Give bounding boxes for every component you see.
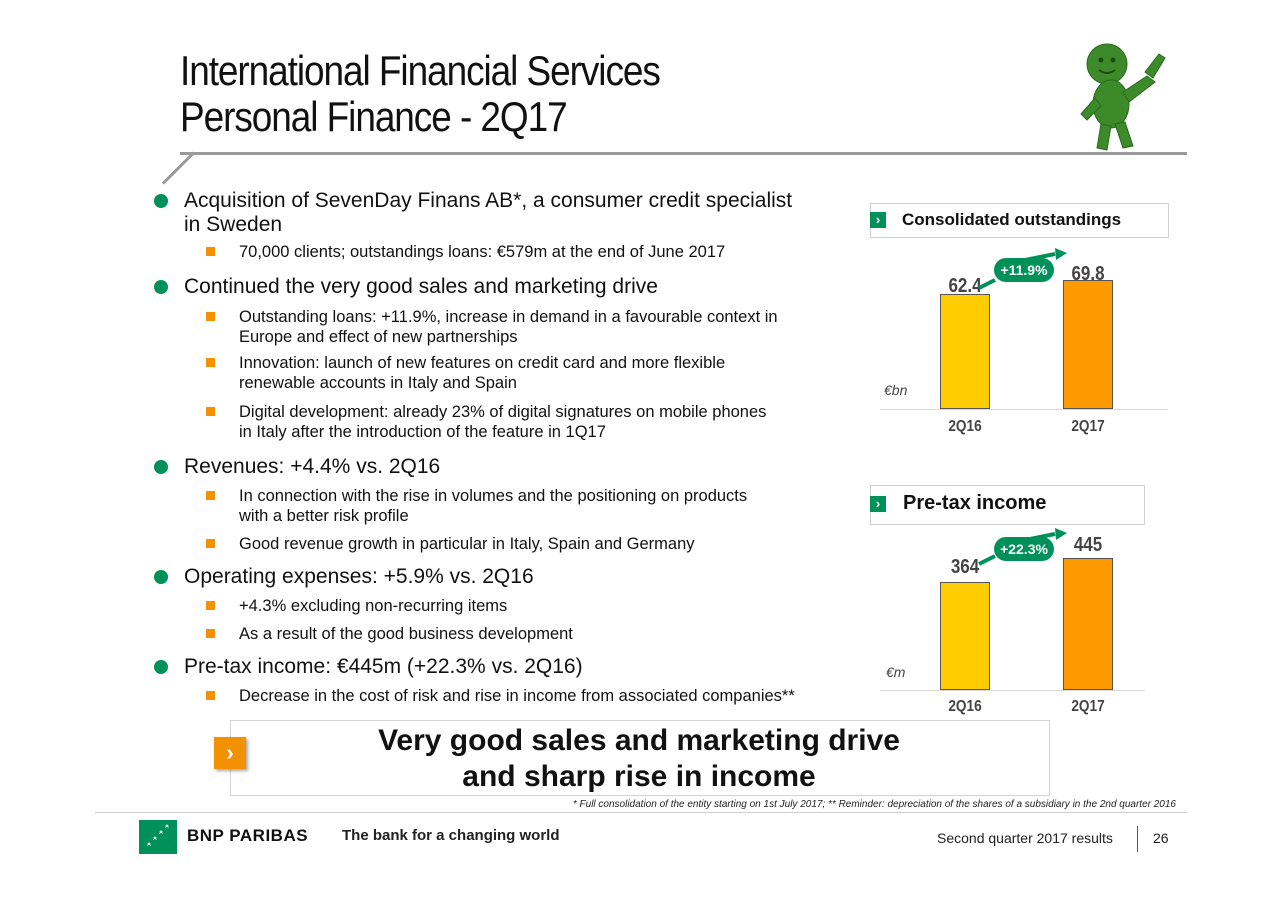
chart-baseline	[880, 409, 1168, 410]
sub-bullet-text: Digital development: already 23% of digi…	[239, 403, 767, 421]
bullet-acquisition: Acquisition of SevenDay Finans AB*, a co…	[154, 189, 793, 237]
bullet-dot-icon	[154, 570, 168, 584]
sub-bullet: Innovation: launch of new features on cr…	[206, 353, 726, 393]
mascot-icon	[1080, 43, 1166, 151]
sub-bullet-text-continued: with a better risk profile	[239, 507, 409, 525]
sub-bullet-text: Good revenue growth in particular in Ita…	[239, 535, 695, 553]
square-bullet-icon	[206, 312, 215, 321]
unit-label: €bn	[884, 382, 908, 398]
chevron-right-icon: ›	[870, 496, 886, 512]
sub-bullet-text: As a result of the good business develop…	[239, 625, 573, 643]
sub-bullet: Outstanding loans: +11.9%, increase in d…	[206, 307, 778, 347]
bar-value-label: 364	[950, 556, 980, 578]
bullet-operating-expenses: Operating expenses: +5.9% vs. 2Q16	[154, 565, 534, 589]
bar-value-label: 69.8	[1071, 263, 1105, 285]
square-bullet-icon	[206, 491, 215, 500]
square-bullet-icon	[206, 629, 215, 638]
x-tick-label: 2Q17	[1071, 418, 1105, 435]
sub-bullet: As a result of the good business develop…	[206, 624, 573, 644]
chart-title-pretax: Pre-tax income	[903, 492, 1047, 514]
bar-value-label: 445	[1073, 534, 1103, 556]
square-bullet-icon	[206, 247, 215, 256]
title-divider-slant	[161, 151, 196, 185]
square-bullet-icon	[206, 407, 215, 416]
title-line-2: Personal Finance - 2Q17	[180, 93, 568, 140]
sub-bullet: Digital development: already 23% of digi…	[206, 402, 767, 442]
square-bullet-icon	[206, 691, 215, 700]
footnote: * Full consolidation of the entity start…	[572, 799, 1176, 810]
growth-badge: +11.9%	[994, 258, 1054, 282]
conclusion-line-2: and sharp rise in income	[462, 760, 816, 793]
report-title: Second quarter 2017 results	[937, 830, 1113, 846]
bullet-dot-icon	[154, 280, 168, 294]
x-tick-label: 2Q16	[948, 418, 982, 435]
chart-baseline	[880, 690, 1145, 691]
bullet-sales-drive: Continued the very good sales and market…	[154, 275, 658, 299]
bullet-text: Pre-tax income: €445m (+22.3% vs. 2Q16)	[184, 655, 583, 678]
sub-bullet-text: In connection with the rise in volumes a…	[239, 487, 748, 505]
page-title: International Financial Services Persona…	[180, 47, 661, 140]
sub-bullet: Good revenue growth in particular in Ita…	[206, 534, 695, 554]
sub-bullet-text-continued: Europe and effect of new partnerships	[239, 328, 518, 346]
page-number: 26	[1153, 830, 1169, 846]
square-bullet-icon	[206, 358, 215, 367]
sub-bullet: In connection with the rise in volumes a…	[206, 486, 748, 526]
growth-badge: +22.3%	[994, 537, 1054, 561]
bar-2q17-pretax	[1063, 558, 1113, 690]
bar-2q17-outstandings	[1063, 280, 1113, 409]
bullet-dot-icon	[154, 194, 168, 208]
chart-header-pretax	[870, 485, 1145, 525]
brand-tagline: The bank for a changing world	[342, 827, 560, 844]
conclusion-line-1: Very good sales and marketing drive	[378, 724, 900, 757]
bullet-dot-icon	[154, 660, 168, 674]
sub-bullet: Decrease in the cost of risk and rise in…	[206, 686, 795, 706]
sub-bullet-text: Innovation: launch of new features on cr…	[239, 354, 726, 372]
bullet-pretax-income: Pre-tax income: €445m (+22.3% vs. 2Q16)	[154, 655, 583, 679]
bullet-revenues: Revenues: +4.4% vs. 2Q16	[154, 455, 441, 479]
square-bullet-icon	[206, 601, 215, 610]
bar-2q16-pretax	[940, 582, 990, 690]
bnp-stars-logo-icon	[139, 820, 177, 854]
chart-header-outstandings	[870, 203, 1169, 238]
sub-bullet-text: +4.3% excluding non-recurring items	[239, 597, 508, 615]
bullet-text: Acquisition of SevenDay Finans AB*, a co…	[184, 189, 793, 212]
sub-bullet: +4.3% excluding non-recurring items	[206, 596, 508, 616]
bullet-text-continued: in Sweden	[184, 213, 283, 236]
bar-value-label: 62.4	[948, 275, 982, 297]
square-bullet-icon	[206, 539, 215, 548]
sub-bullet-text: Outstanding loans: +11.9%, increase in d…	[239, 308, 778, 326]
brand-name: BNP PARIBAS	[187, 826, 309, 845]
footer-separator	[1137, 826, 1138, 852]
sub-bullet-text: Decrease in the cost of risk and rise in…	[239, 687, 795, 705]
bar-2q16-outstandings	[940, 294, 990, 409]
bullet-dot-icon	[154, 460, 168, 474]
x-tick-label: 2Q17	[1071, 698, 1105, 715]
bullet-text: Continued the very good sales and market…	[184, 275, 658, 298]
title-line-1: International Financial Services	[180, 47, 661, 94]
chart-title-outstandings: Consolidated outstandings	[902, 210, 1122, 229]
sub-bullet: 70,000 clients; outstandings loans: €579…	[206, 242, 726, 262]
footer-divider	[95, 812, 1187, 813]
chevron-right-icon: ›	[214, 737, 246, 769]
sub-bullet-text: 70,000 clients; outstandings loans: €579…	[239, 243, 726, 261]
sub-bullet-text-continued: renewable accounts in Italy and Spain	[239, 374, 517, 392]
chevron-right-icon: ›	[870, 212, 886, 228]
title-divider	[180, 152, 1187, 155]
bullet-text: Revenues: +4.4% vs. 2Q16	[184, 455, 441, 478]
unit-label: €m	[886, 664, 906, 680]
bullet-text: Operating expenses: +5.9% vs. 2Q16	[184, 565, 534, 588]
conclusion-box	[230, 720, 1050, 796]
sub-bullet-text-continued: in Italy after the introduction of the f…	[239, 423, 606, 441]
x-tick-label: 2Q16	[948, 698, 982, 715]
